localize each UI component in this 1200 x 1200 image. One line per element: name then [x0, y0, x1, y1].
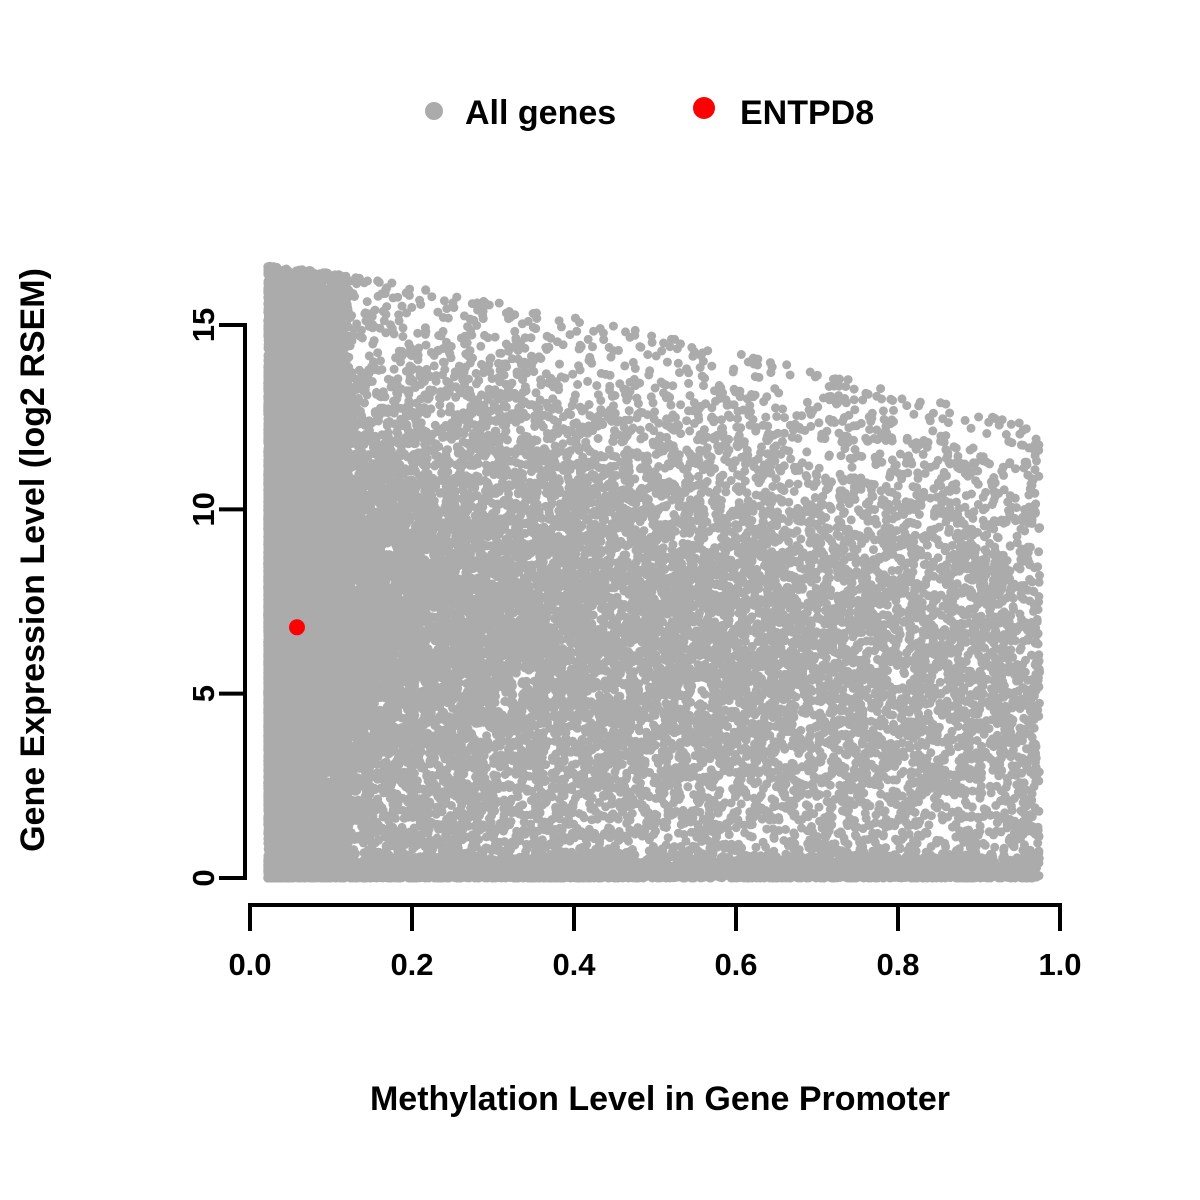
- y-axis-ticks: [219, 507, 245, 696]
- legend: All genes ENTPD8: [425, 94, 874, 132]
- entpd8-highlight-point: [288, 619, 305, 636]
- legend-label-entpd8: ENTPD8: [740, 94, 874, 132]
- y-axis-tick-label: 15: [186, 308, 221, 342]
- legend-label-all-genes: All genes: [465, 94, 616, 132]
- y-axis-title: Gene Expression Level (log2 RSEM): [14, 268, 52, 852]
- x-axis-tick-label: 0.6: [714, 947, 757, 982]
- legend-marker-entpd8: [693, 97, 715, 119]
- y-axis-tick-label: 5: [186, 685, 221, 702]
- y-axis-tick-labels: 0 5 10 15: [186, 308, 221, 887]
- x-axis-tick-label: 0.4: [552, 947, 596, 982]
- y-axis-line: [219, 323, 247, 880]
- x-axis-tick-label: 1.0: [1038, 947, 1081, 982]
- legend-marker-all-genes: [425, 102, 443, 120]
- x-axis-tick-label: 0.2: [390, 947, 433, 982]
- x-axis-ticks: [410, 905, 900, 931]
- x-axis-title: Methylation Level in Gene Promoter: [370, 1080, 950, 1118]
- entpd8-data-point: [288, 619, 305, 636]
- x-axis-line: [248, 903, 1062, 931]
- x-axis-tick-label: 0.0: [228, 947, 271, 982]
- y-axis-tick-label: 10: [186, 492, 221, 526]
- x-axis-tick-labels: 0.0 0.2 0.4 0.6 0.8 1.0: [228, 947, 1081, 982]
- y-axis-tick-label: 0: [186, 869, 221, 886]
- all-genes-point-cloud: [263, 261, 1045, 883]
- x-axis-tick-label: 0.8: [876, 947, 919, 982]
